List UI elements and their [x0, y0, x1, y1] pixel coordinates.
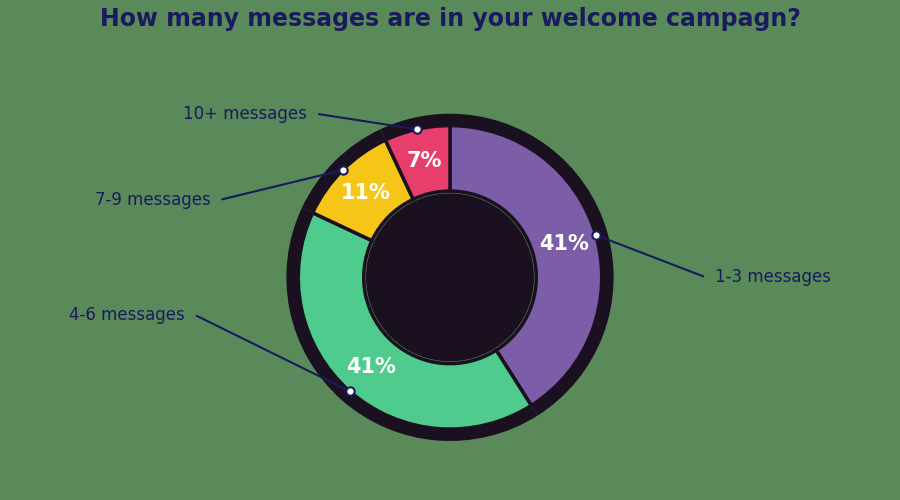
Wedge shape — [450, 126, 602, 406]
Wedge shape — [385, 126, 450, 200]
Text: 4-6 messages: 4-6 messages — [69, 306, 185, 324]
Title: How many messages are in your welcome campagn?: How many messages are in your welcome ca… — [100, 7, 800, 31]
Text: 7-9 messages: 7-9 messages — [94, 191, 211, 209]
Wedge shape — [286, 208, 537, 441]
Circle shape — [366, 194, 534, 360]
Text: 7%: 7% — [407, 151, 442, 171]
Text: 41%: 41% — [539, 234, 590, 254]
Wedge shape — [302, 130, 413, 240]
Text: 11%: 11% — [341, 183, 391, 203]
Wedge shape — [312, 140, 413, 240]
Text: 10+ messages: 10+ messages — [184, 104, 307, 122]
Wedge shape — [298, 212, 531, 429]
Text: 41%: 41% — [346, 356, 396, 376]
Wedge shape — [381, 114, 450, 200]
Wedge shape — [450, 114, 614, 416]
Text: 1-3 messages: 1-3 messages — [715, 268, 831, 286]
